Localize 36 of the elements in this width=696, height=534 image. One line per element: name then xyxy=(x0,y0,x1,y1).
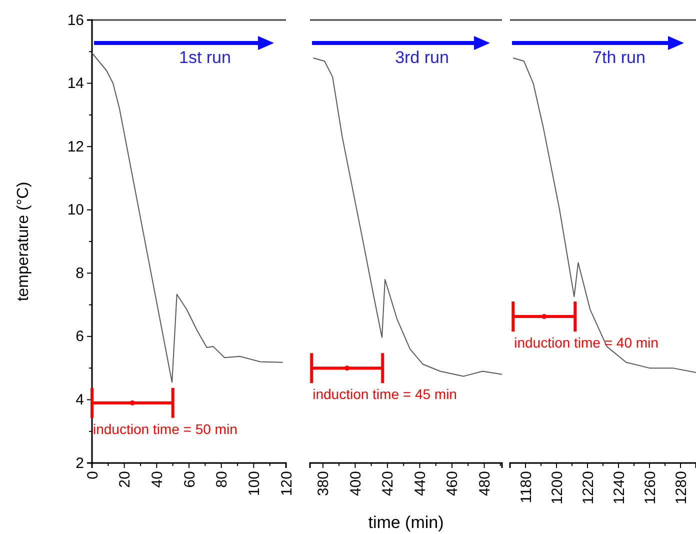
x-tick-label: 20 xyxy=(116,471,134,488)
x-tick-label: 0 xyxy=(84,471,102,480)
x-tick-label: 1280 xyxy=(672,471,690,504)
annotation: 1st run xyxy=(179,48,231,67)
line-series xyxy=(92,52,284,383)
y-tick-label: 14 xyxy=(67,75,84,92)
x-tick-label: 420 xyxy=(380,471,397,496)
x-tick-label: 1200 xyxy=(548,471,566,504)
y-tick-label: 2 xyxy=(76,454,84,472)
x-tick-label: 480 xyxy=(476,471,494,496)
x-tick-label: 1180 xyxy=(518,471,535,504)
x-tick-label: 100 xyxy=(246,471,263,496)
x-tick-label: 1240 xyxy=(610,471,628,504)
x-tick-label: 1260 xyxy=(642,471,659,504)
y-tick-label: 8 xyxy=(76,264,84,282)
y-axis-title: temperature (°C) xyxy=(15,182,32,302)
y-tick-label: 10 xyxy=(67,202,84,219)
annotation: induction time = 40 min xyxy=(514,334,658,350)
x-tick-label: 440 xyxy=(412,471,429,496)
y-tick-label: 4 xyxy=(76,392,84,409)
y-tick-label: 16 xyxy=(67,12,84,29)
x-tick-label: 1220 xyxy=(580,471,597,504)
annotation: 7th run xyxy=(592,48,646,67)
x-tick-label: 400 xyxy=(347,471,364,496)
x-tick-label: 60 xyxy=(181,471,198,488)
y-tick-label: 12 xyxy=(67,138,84,156)
y-tick-label: 6 xyxy=(76,328,84,346)
x-tick-label: 460 xyxy=(444,471,462,496)
annotation: induction time = 45 min xyxy=(312,386,457,402)
x-tick-label: 80 xyxy=(214,471,231,488)
annotation: induction time = 50 min xyxy=(93,420,238,437)
x-tick-label: 40 xyxy=(148,471,166,488)
annotation: 3rd run xyxy=(395,48,449,67)
x-axis-title: time (min) xyxy=(368,513,444,532)
x-tick-label: 380 xyxy=(315,471,332,496)
x-tick-label: 120 xyxy=(278,471,296,496)
